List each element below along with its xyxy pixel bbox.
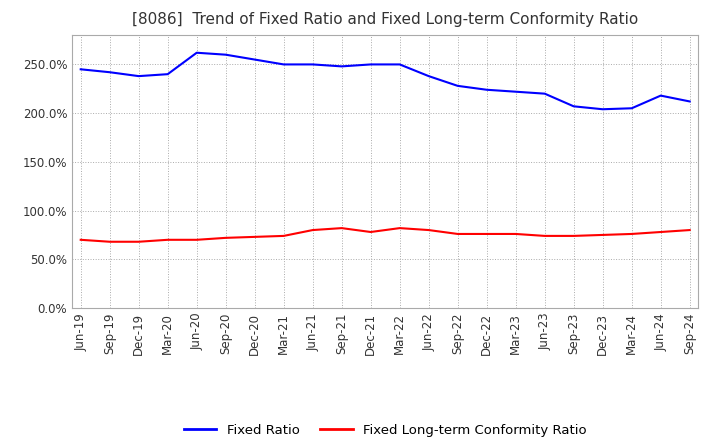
Fixed Long-term Conformity Ratio	[251, 234, 259, 239]
Fixed Long-term Conformity Ratio	[541, 233, 549, 238]
Fixed Long-term Conformity Ratio	[598, 232, 607, 238]
Fixed Ratio	[598, 106, 607, 112]
Fixed Long-term Conformity Ratio	[76, 237, 85, 242]
Fixed Ratio	[482, 87, 491, 92]
Fixed Ratio	[570, 104, 578, 109]
Fixed Long-term Conformity Ratio	[570, 233, 578, 238]
Fixed Long-term Conformity Ratio	[511, 231, 520, 237]
Fixed Long-term Conformity Ratio	[105, 239, 114, 244]
Fixed Long-term Conformity Ratio	[135, 239, 143, 244]
Fixed Long-term Conformity Ratio	[163, 237, 172, 242]
Fixed Ratio	[192, 50, 201, 55]
Fixed Long-term Conformity Ratio	[482, 231, 491, 237]
Fixed Ratio	[395, 62, 404, 67]
Fixed Long-term Conformity Ratio	[221, 235, 230, 241]
Fixed Ratio	[105, 70, 114, 75]
Fixed Ratio	[279, 62, 288, 67]
Title: [8086]  Trend of Fixed Ratio and Fixed Long-term Conformity Ratio: [8086] Trend of Fixed Ratio and Fixed Lo…	[132, 12, 639, 27]
Fixed Ratio	[541, 91, 549, 96]
Legend: Fixed Ratio, Fixed Long-term Conformity Ratio: Fixed Ratio, Fixed Long-term Conformity …	[179, 418, 592, 440]
Fixed Long-term Conformity Ratio	[192, 237, 201, 242]
Fixed Long-term Conformity Ratio	[279, 233, 288, 238]
Line: Fixed Ratio: Fixed Ratio	[81, 53, 690, 109]
Fixed Ratio	[366, 62, 375, 67]
Fixed Ratio	[221, 52, 230, 57]
Fixed Ratio	[76, 66, 85, 72]
Fixed Long-term Conformity Ratio	[395, 225, 404, 231]
Line: Fixed Long-term Conformity Ratio: Fixed Long-term Conformity Ratio	[81, 228, 690, 242]
Fixed Ratio	[627, 106, 636, 111]
Fixed Ratio	[163, 72, 172, 77]
Fixed Long-term Conformity Ratio	[627, 231, 636, 237]
Fixed Long-term Conformity Ratio	[685, 227, 694, 233]
Fixed Ratio	[511, 89, 520, 94]
Fixed Ratio	[424, 73, 433, 79]
Fixed Ratio	[657, 93, 665, 98]
Fixed Ratio	[135, 73, 143, 79]
Fixed Ratio	[251, 57, 259, 62]
Fixed Ratio	[308, 62, 317, 67]
Fixed Ratio	[338, 64, 346, 69]
Fixed Ratio	[454, 83, 462, 88]
Fixed Long-term Conformity Ratio	[657, 229, 665, 235]
Fixed Long-term Conformity Ratio	[454, 231, 462, 237]
Fixed Long-term Conformity Ratio	[308, 227, 317, 233]
Fixed Long-term Conformity Ratio	[424, 227, 433, 233]
Fixed Long-term Conformity Ratio	[338, 225, 346, 231]
Fixed Ratio	[685, 99, 694, 104]
Fixed Long-term Conformity Ratio	[366, 229, 375, 235]
